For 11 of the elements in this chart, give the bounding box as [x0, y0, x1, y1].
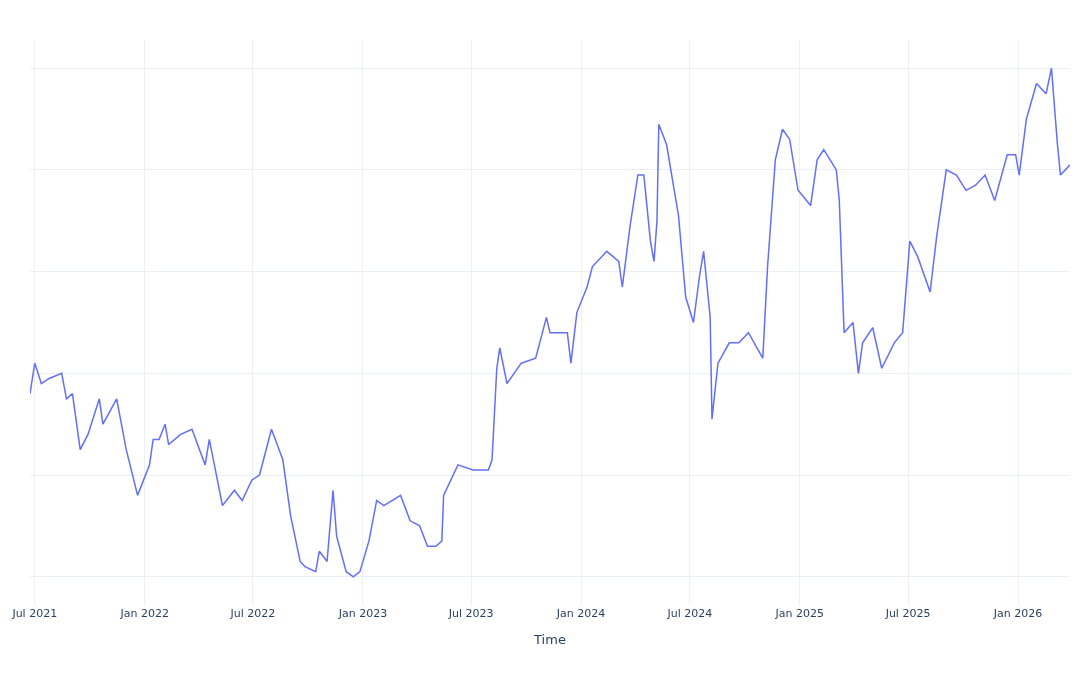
- x-tick-label: Jan 2022: [119, 607, 169, 620]
- x-tick-label: Jul 2024: [666, 607, 713, 620]
- x-tick-label: Jan 2023: [337, 607, 388, 620]
- x-tick-label: Jul 2023: [447, 607, 494, 620]
- x-tick-label: Jul 2022: [229, 607, 276, 620]
- x-tick-label: Jul 2021: [11, 607, 58, 620]
- x-tick-label: Jan 2026: [992, 607, 1043, 620]
- x-tick-label: Jan 2025: [774, 607, 825, 620]
- x-tick-label: Jul 2025: [884, 607, 931, 620]
- x-axis-title: Time: [533, 631, 566, 647]
- x-tick-label: Jan 2024: [555, 607, 606, 620]
